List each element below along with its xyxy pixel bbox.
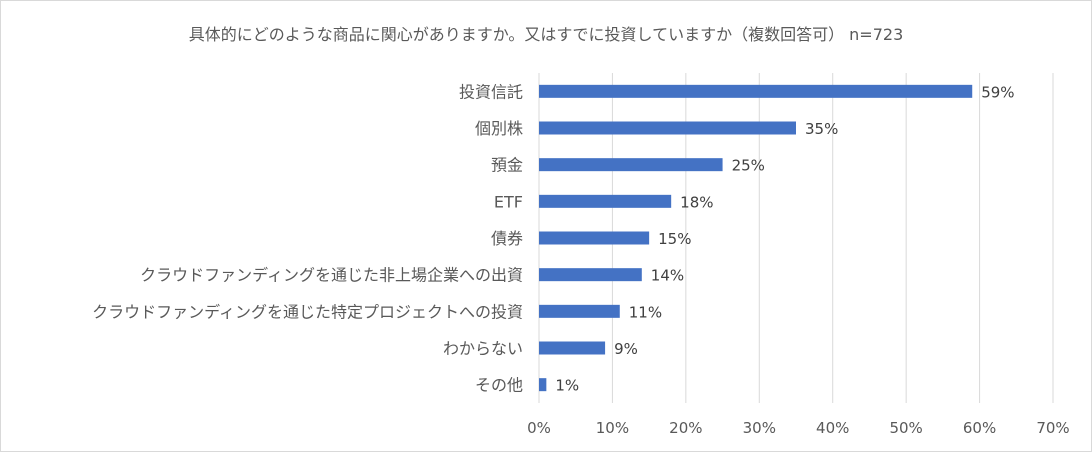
x-tick-label: 30% bbox=[743, 419, 776, 437]
data-label: 1% bbox=[555, 377, 579, 395]
chart-title: 具体的にどのような商品に関心がありますか。又はすでに投資していますか（複数回答可… bbox=[188, 25, 904, 44]
bar bbox=[539, 158, 723, 172]
x-tick-label: 0% bbox=[527, 419, 551, 437]
category-label: 預金 bbox=[491, 156, 523, 175]
category-label: 投資信託 bbox=[459, 82, 523, 101]
data-label: 59% bbox=[981, 83, 1014, 101]
x-tick-label: 50% bbox=[889, 419, 922, 437]
category-label: ETF bbox=[494, 192, 523, 211]
data-label: 18% bbox=[680, 193, 713, 211]
bar bbox=[539, 341, 606, 355]
bar bbox=[539, 194, 672, 208]
data-label: 14% bbox=[651, 267, 684, 285]
category-label: クラウドファンディングを通じた特定プロジェクトへの投資 bbox=[92, 302, 523, 321]
category-label: わからない bbox=[443, 339, 523, 358]
category-label: 個別株 bbox=[475, 119, 523, 138]
data-label: 35% bbox=[805, 120, 838, 138]
x-tick-label: 70% bbox=[1036, 419, 1069, 437]
bar bbox=[539, 231, 650, 245]
x-tick-label: 40% bbox=[816, 419, 849, 437]
data-label: 15% bbox=[658, 230, 691, 248]
category-label: クラウドファンディングを通じた非上場企業への出資 bbox=[140, 266, 523, 285]
bar bbox=[539, 378, 547, 392]
bar bbox=[539, 121, 796, 135]
x-tick-label: 20% bbox=[669, 419, 702, 437]
x-tick-label: 10% bbox=[596, 419, 629, 437]
bar bbox=[539, 304, 620, 318]
category-label: その他 bbox=[475, 376, 523, 395]
data-label: 25% bbox=[732, 157, 765, 175]
x-tick-label: 60% bbox=[963, 419, 996, 437]
bar bbox=[539, 268, 642, 282]
category-label: 債券 bbox=[491, 229, 523, 248]
data-label: 9% bbox=[614, 340, 638, 358]
bar bbox=[539, 84, 973, 98]
data-label: 11% bbox=[629, 303, 662, 321]
